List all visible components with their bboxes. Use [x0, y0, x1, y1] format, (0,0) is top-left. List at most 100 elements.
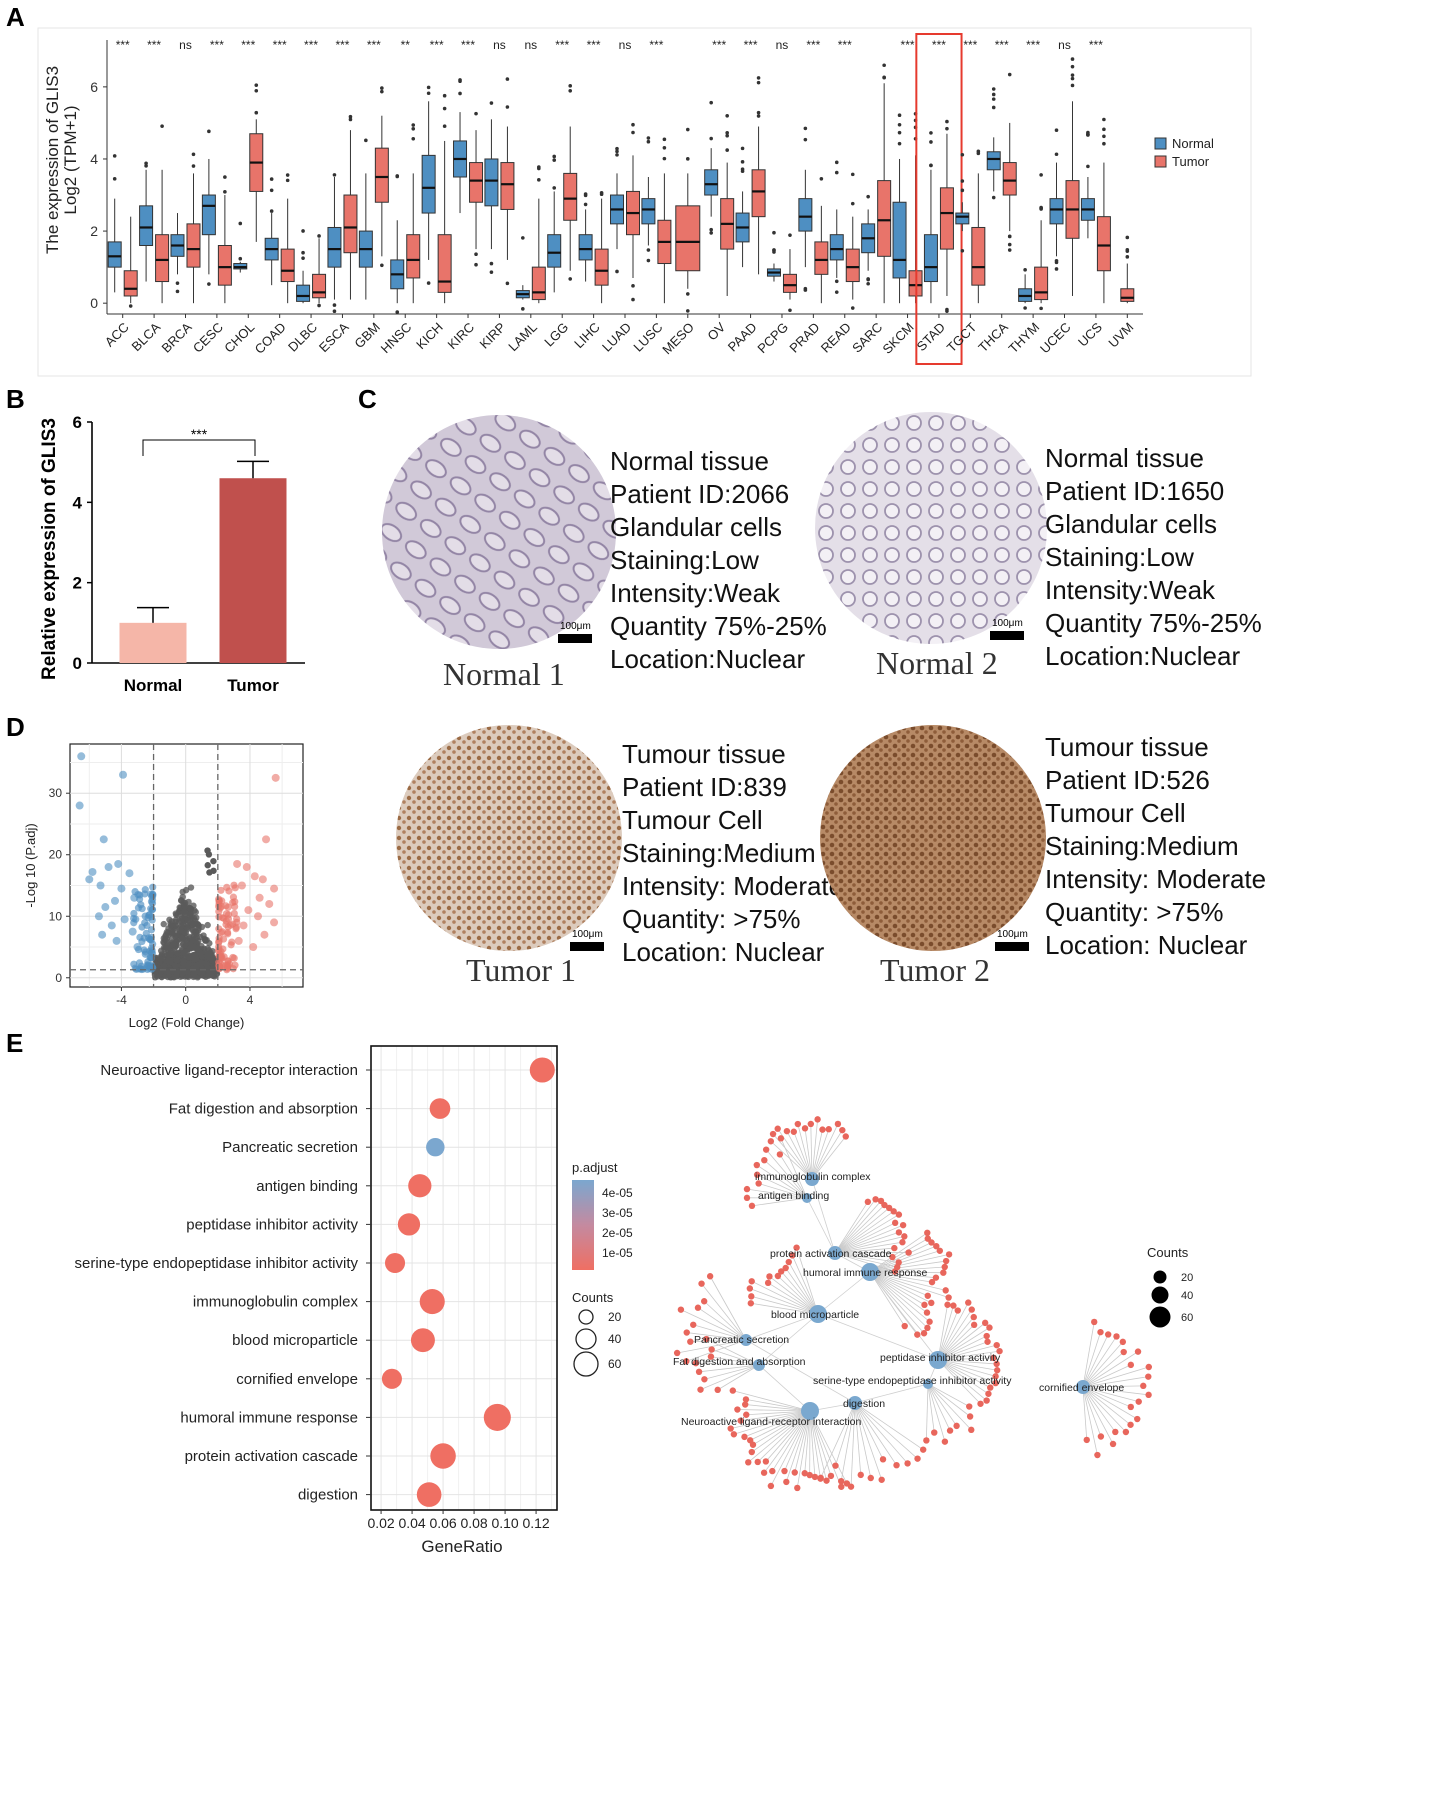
gene-node: [942, 1257, 950, 1265]
network-edge: [744, 1410, 811, 1438]
box-outlier: [254, 110, 259, 115]
term-label: Fat digestion and absorption: [169, 1101, 358, 1118]
term-dot: [419, 1289, 445, 1315]
counts-legend-circle: [578, 1309, 594, 1325]
gene-node: [695, 1368, 703, 1376]
term-node: [740, 1334, 752, 1346]
gene-node: [1109, 1440, 1117, 1448]
gene-node: [782, 1264, 789, 1272]
box-outlier: [897, 113, 902, 118]
network-edge: [834, 1201, 869, 1254]
box-outlier: [1102, 141, 1106, 146]
gene-node: [895, 1211, 903, 1218]
box-iqr: [798, 198, 813, 232]
gene-node: [1134, 1415, 1141, 1423]
y-tick-label: 0: [55, 971, 62, 985]
box-outlier: [1070, 76, 1075, 81]
box-outlier: [646, 258, 651, 263]
gene-node: [762, 1458, 770, 1465]
network-edge: [809, 1410, 832, 1477]
ihc-line: Staining:Medium: [622, 838, 816, 868]
x-tick-label: 0.10: [491, 1515, 518, 1531]
gene-node: [754, 1458, 761, 1466]
significance-label: ***: [1089, 38, 1103, 52]
network-edge: [1082, 1351, 1139, 1388]
box-iqr: [971, 226, 986, 286]
panel-d-plot-area: -4 0 4 0 10 20 30 Log2 (Fold Change) -Log 10 (P.…: [23, 743, 304, 1030]
box-outlier: [223, 190, 227, 194]
network-edge: [834, 1210, 894, 1254]
box-outlier: [489, 261, 494, 266]
gene-node: [878, 1476, 885, 1483]
gene-node: [968, 1306, 975, 1313]
gene-node: [885, 1204, 893, 1212]
gene-node: [694, 1304, 702, 1311]
network-edge: [763, 1410, 811, 1473]
box-outlier: [1102, 117, 1106, 122]
volcano-point-ns: [162, 933, 169, 940]
box-outlier: [1007, 242, 1012, 247]
gene-node: [966, 1413, 974, 1420]
gene-node: [1113, 1333, 1120, 1340]
network-edge: [869, 1271, 944, 1274]
gene-node: [842, 1133, 849, 1140]
network-edge: [1082, 1386, 1138, 1420]
significance-label: ***: [304, 38, 318, 52]
network-counts-tick: 40: [1181, 1290, 1193, 1302]
box-iqr: [1002, 162, 1017, 196]
box-outlier: [709, 227, 713, 232]
volcano-point-ns: [209, 956, 216, 964]
gene-node: [743, 1185, 751, 1193]
network-edge: [750, 1302, 819, 1315]
ihc-line: Intensity:Weak: [1045, 575, 1216, 605]
network-edge: [937, 1359, 987, 1401]
network-edge: [1082, 1321, 1095, 1388]
ihc-line: Tumour tissue: [622, 739, 786, 769]
gene-node: [708, 1346, 715, 1353]
box-outlier: [583, 202, 588, 207]
volcano-point-up: [244, 906, 253, 915]
network-edge: [703, 1300, 747, 1341]
network-edge: [927, 1383, 972, 1431]
network-edge: [854, 1402, 897, 1466]
gene-node: [983, 1332, 990, 1340]
volcano-point-down: [98, 930, 107, 939]
box-outlier: [411, 136, 416, 141]
network-edge: [765, 1149, 808, 1199]
network-edge: [1082, 1351, 1124, 1388]
dotplot-background: [371, 1046, 557, 1510]
box-outlier: [631, 297, 635, 302]
counts-tick: 20: [608, 1310, 622, 1324]
panel-a-ylabel-line1: The expression of GLIS3: [43, 66, 62, 254]
ihc-line: Tumour Cell: [1045, 798, 1186, 828]
ihc-line: Intensity: Moderate: [1045, 864, 1267, 894]
box-outlier: [458, 91, 462, 96]
network-edge: [746, 1410, 811, 1416]
scale-label-tumor-1: 100μm: [572, 929, 603, 940]
box-iqr: [374, 147, 389, 203]
ihc-line: Quantity: >75%: [622, 904, 801, 934]
significance-label: ***: [430, 38, 444, 52]
significance-label: ***: [210, 38, 224, 52]
volcano-point-up: [215, 907, 223, 916]
box-outlier: [442, 106, 447, 111]
panel-e-counts-legend: Counts 20 40 60: [572, 1290, 622, 1377]
box-iqr: [986, 151, 1001, 171]
gene-node: [1097, 1328, 1104, 1336]
box-iqr: [1096, 216, 1111, 272]
network-edge: [1082, 1341, 1124, 1388]
network-edge: [811, 1136, 847, 1180]
term-node-label: digestion: [843, 1398, 885, 1410]
network-edge: [749, 1288, 819, 1315]
gene-node: [793, 1244, 800, 1251]
padjust-legend-title: p.adjust: [572, 1160, 618, 1175]
panel-a-boxplot: 0246ACC***BLCA***BRCAnsCESC***CHOL***COA…: [37, 27, 1252, 377]
gene-node: [834, 1120, 842, 1128]
box-outlier: [929, 131, 933, 135]
volcano-point-down: [147, 890, 155, 898]
gene-node: [801, 1125, 809, 1132]
gene-node: [987, 1384, 994, 1391]
box-iqr: [343, 194, 358, 254]
network-edge: [786, 1130, 813, 1180]
ihc-image-normal-1: [382, 415, 616, 649]
